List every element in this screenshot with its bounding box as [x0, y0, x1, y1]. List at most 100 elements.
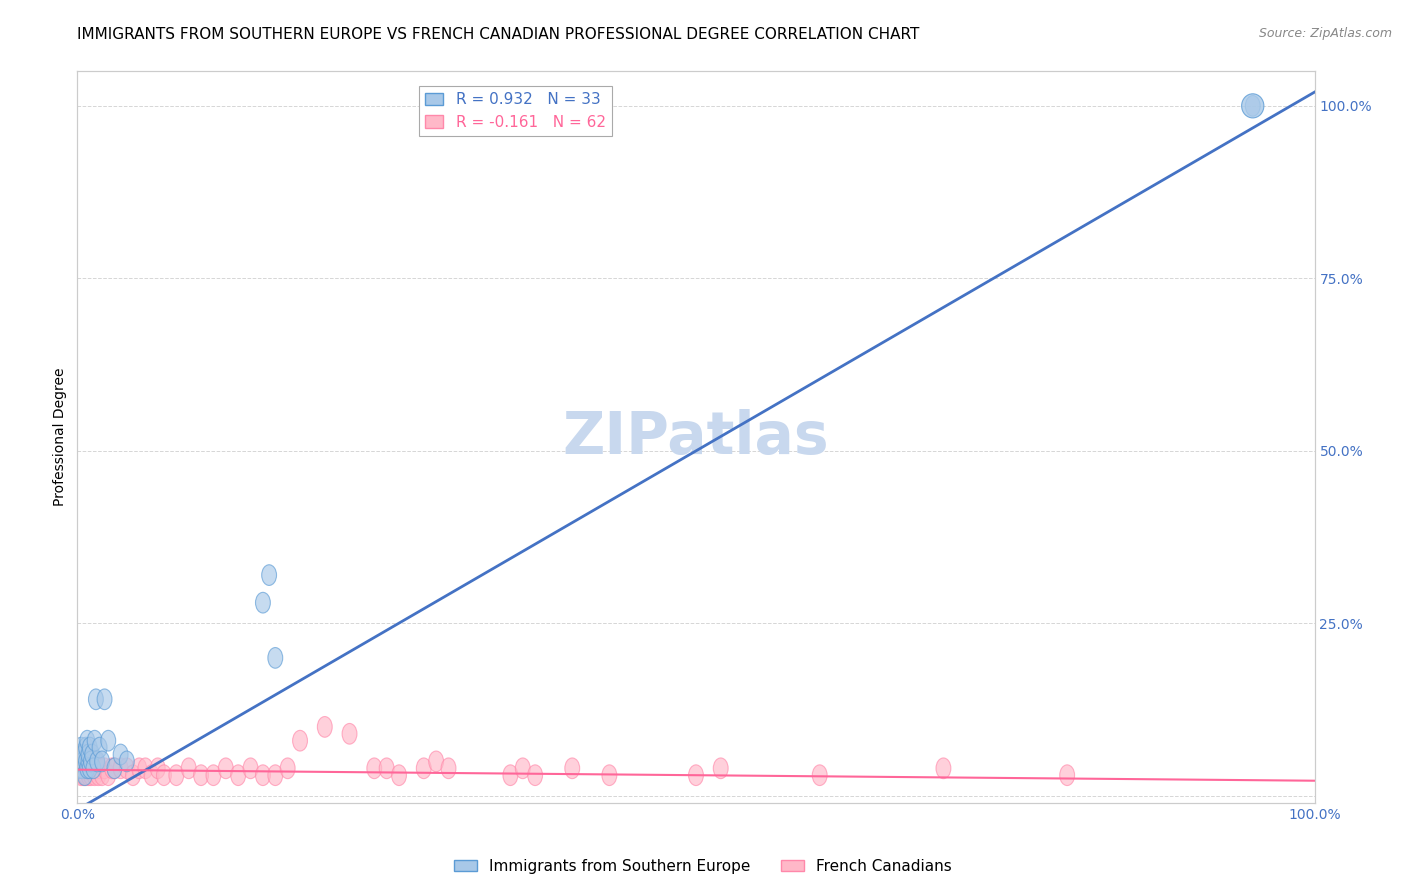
Text: ZIPatlas: ZIPatlas [562, 409, 830, 466]
Ellipse shape [1246, 95, 1260, 116]
Ellipse shape [269, 764, 283, 786]
Ellipse shape [392, 764, 406, 786]
Ellipse shape [76, 751, 91, 772]
Ellipse shape [262, 565, 277, 585]
Ellipse shape [713, 758, 728, 779]
Ellipse shape [503, 764, 517, 786]
Ellipse shape [79, 764, 93, 786]
Ellipse shape [83, 751, 98, 772]
Ellipse shape [72, 758, 86, 779]
Ellipse shape [94, 764, 110, 786]
Ellipse shape [101, 731, 115, 751]
Legend: Immigrants from Southern Europe, French Canadians: Immigrants from Southern Europe, French … [449, 853, 957, 880]
Ellipse shape [156, 764, 172, 786]
Ellipse shape [79, 751, 93, 772]
Ellipse shape [77, 758, 93, 779]
Ellipse shape [93, 758, 107, 779]
Ellipse shape [120, 758, 134, 779]
Legend: R = 0.932   N = 33, R = -0.161   N = 62: R = 0.932 N = 33, R = -0.161 N = 62 [419, 87, 612, 136]
Ellipse shape [97, 689, 112, 710]
Ellipse shape [76, 751, 91, 772]
Ellipse shape [79, 738, 93, 758]
Ellipse shape [77, 764, 93, 786]
Text: IMMIGRANTS FROM SOUTHERN EUROPE VS FRENCH CANADIAN PROFESSIONAL DEGREE CORRELATI: IMMIGRANTS FROM SOUTHERN EUROPE VS FRENC… [77, 27, 920, 42]
Ellipse shape [207, 764, 221, 786]
Ellipse shape [90, 758, 104, 779]
Ellipse shape [1060, 764, 1074, 786]
Ellipse shape [89, 751, 103, 772]
Ellipse shape [1241, 94, 1264, 118]
Ellipse shape [73, 751, 89, 772]
Ellipse shape [101, 764, 115, 786]
Ellipse shape [94, 751, 110, 772]
Ellipse shape [72, 744, 87, 764]
Ellipse shape [269, 648, 283, 668]
Ellipse shape [125, 764, 141, 786]
Ellipse shape [80, 758, 94, 779]
Ellipse shape [82, 764, 96, 786]
Ellipse shape [181, 758, 195, 779]
Ellipse shape [87, 764, 103, 786]
Ellipse shape [936, 758, 950, 779]
Ellipse shape [89, 689, 103, 710]
Ellipse shape [318, 716, 332, 738]
Ellipse shape [83, 758, 97, 779]
Ellipse shape [150, 758, 165, 779]
Ellipse shape [73, 764, 89, 786]
Ellipse shape [194, 764, 208, 786]
Ellipse shape [107, 758, 122, 779]
Ellipse shape [83, 764, 98, 786]
Ellipse shape [416, 758, 432, 779]
Ellipse shape [120, 751, 134, 772]
Ellipse shape [527, 764, 543, 786]
Ellipse shape [72, 758, 86, 779]
Ellipse shape [138, 758, 153, 779]
Ellipse shape [80, 731, 94, 751]
Ellipse shape [97, 758, 112, 779]
Ellipse shape [82, 751, 96, 772]
Ellipse shape [380, 758, 394, 779]
Ellipse shape [75, 758, 90, 779]
Ellipse shape [82, 744, 96, 764]
Ellipse shape [91, 764, 105, 786]
Ellipse shape [86, 758, 101, 779]
Ellipse shape [84, 744, 100, 764]
Ellipse shape [93, 738, 107, 758]
Ellipse shape [76, 764, 91, 786]
Ellipse shape [76, 744, 91, 764]
Ellipse shape [813, 764, 827, 786]
Ellipse shape [73, 738, 89, 758]
Ellipse shape [256, 764, 270, 786]
Ellipse shape [243, 758, 257, 779]
Ellipse shape [565, 758, 579, 779]
Ellipse shape [83, 758, 97, 779]
Ellipse shape [114, 758, 128, 779]
Ellipse shape [218, 758, 233, 779]
Ellipse shape [87, 731, 103, 751]
Ellipse shape [292, 731, 308, 751]
Ellipse shape [689, 764, 703, 786]
Ellipse shape [84, 751, 100, 772]
Ellipse shape [104, 758, 120, 779]
Ellipse shape [72, 751, 87, 772]
Ellipse shape [256, 592, 270, 613]
Ellipse shape [132, 758, 146, 779]
Ellipse shape [73, 751, 89, 772]
Ellipse shape [602, 764, 617, 786]
Ellipse shape [342, 723, 357, 744]
Ellipse shape [280, 758, 295, 779]
Ellipse shape [145, 764, 159, 786]
Ellipse shape [83, 738, 97, 758]
Ellipse shape [429, 751, 443, 772]
Y-axis label: Professional Degree: Professional Degree [53, 368, 67, 507]
Ellipse shape [86, 758, 101, 779]
Ellipse shape [231, 764, 246, 786]
Text: Source: ZipAtlas.com: Source: ZipAtlas.com [1258, 27, 1392, 40]
Ellipse shape [90, 751, 104, 772]
Ellipse shape [114, 744, 128, 764]
Ellipse shape [75, 758, 90, 779]
Ellipse shape [169, 764, 184, 786]
Ellipse shape [80, 758, 94, 779]
Ellipse shape [516, 758, 530, 779]
Ellipse shape [441, 758, 456, 779]
